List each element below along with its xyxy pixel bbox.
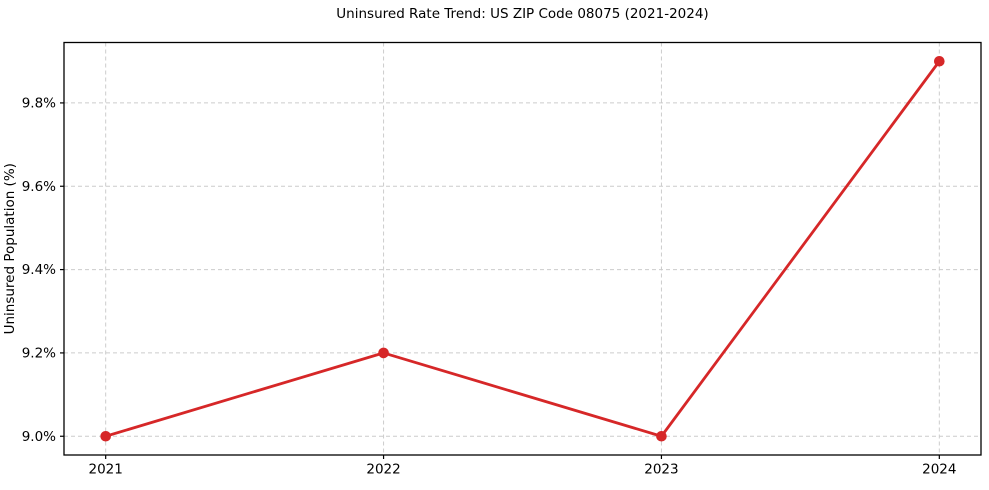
chart-title: Uninsured Rate Trend: US ZIP Code 08075 … [336,6,709,22]
data-point [378,347,389,359]
x-tick-label: 2021 [89,462,123,478]
data-point [934,55,945,67]
data-point [100,430,111,442]
y-tick-label: 9.6% [22,179,56,195]
plot-border [63,41,982,456]
x-tick-label: 2023 [644,462,678,478]
x-tick-label: 2022 [366,462,400,478]
y-tick-label: 9.2% [22,345,56,361]
y-tick-label: 9.4% [22,262,56,278]
y-axis-label: Uninsured Population (%) [2,163,18,334]
data-point [656,430,667,442]
trend-line [104,59,941,438]
x-tick-label: 2024 [922,462,956,478]
y-tick-label: 9.0% [22,429,56,445]
y-tick-label: 9.8% [22,95,56,111]
